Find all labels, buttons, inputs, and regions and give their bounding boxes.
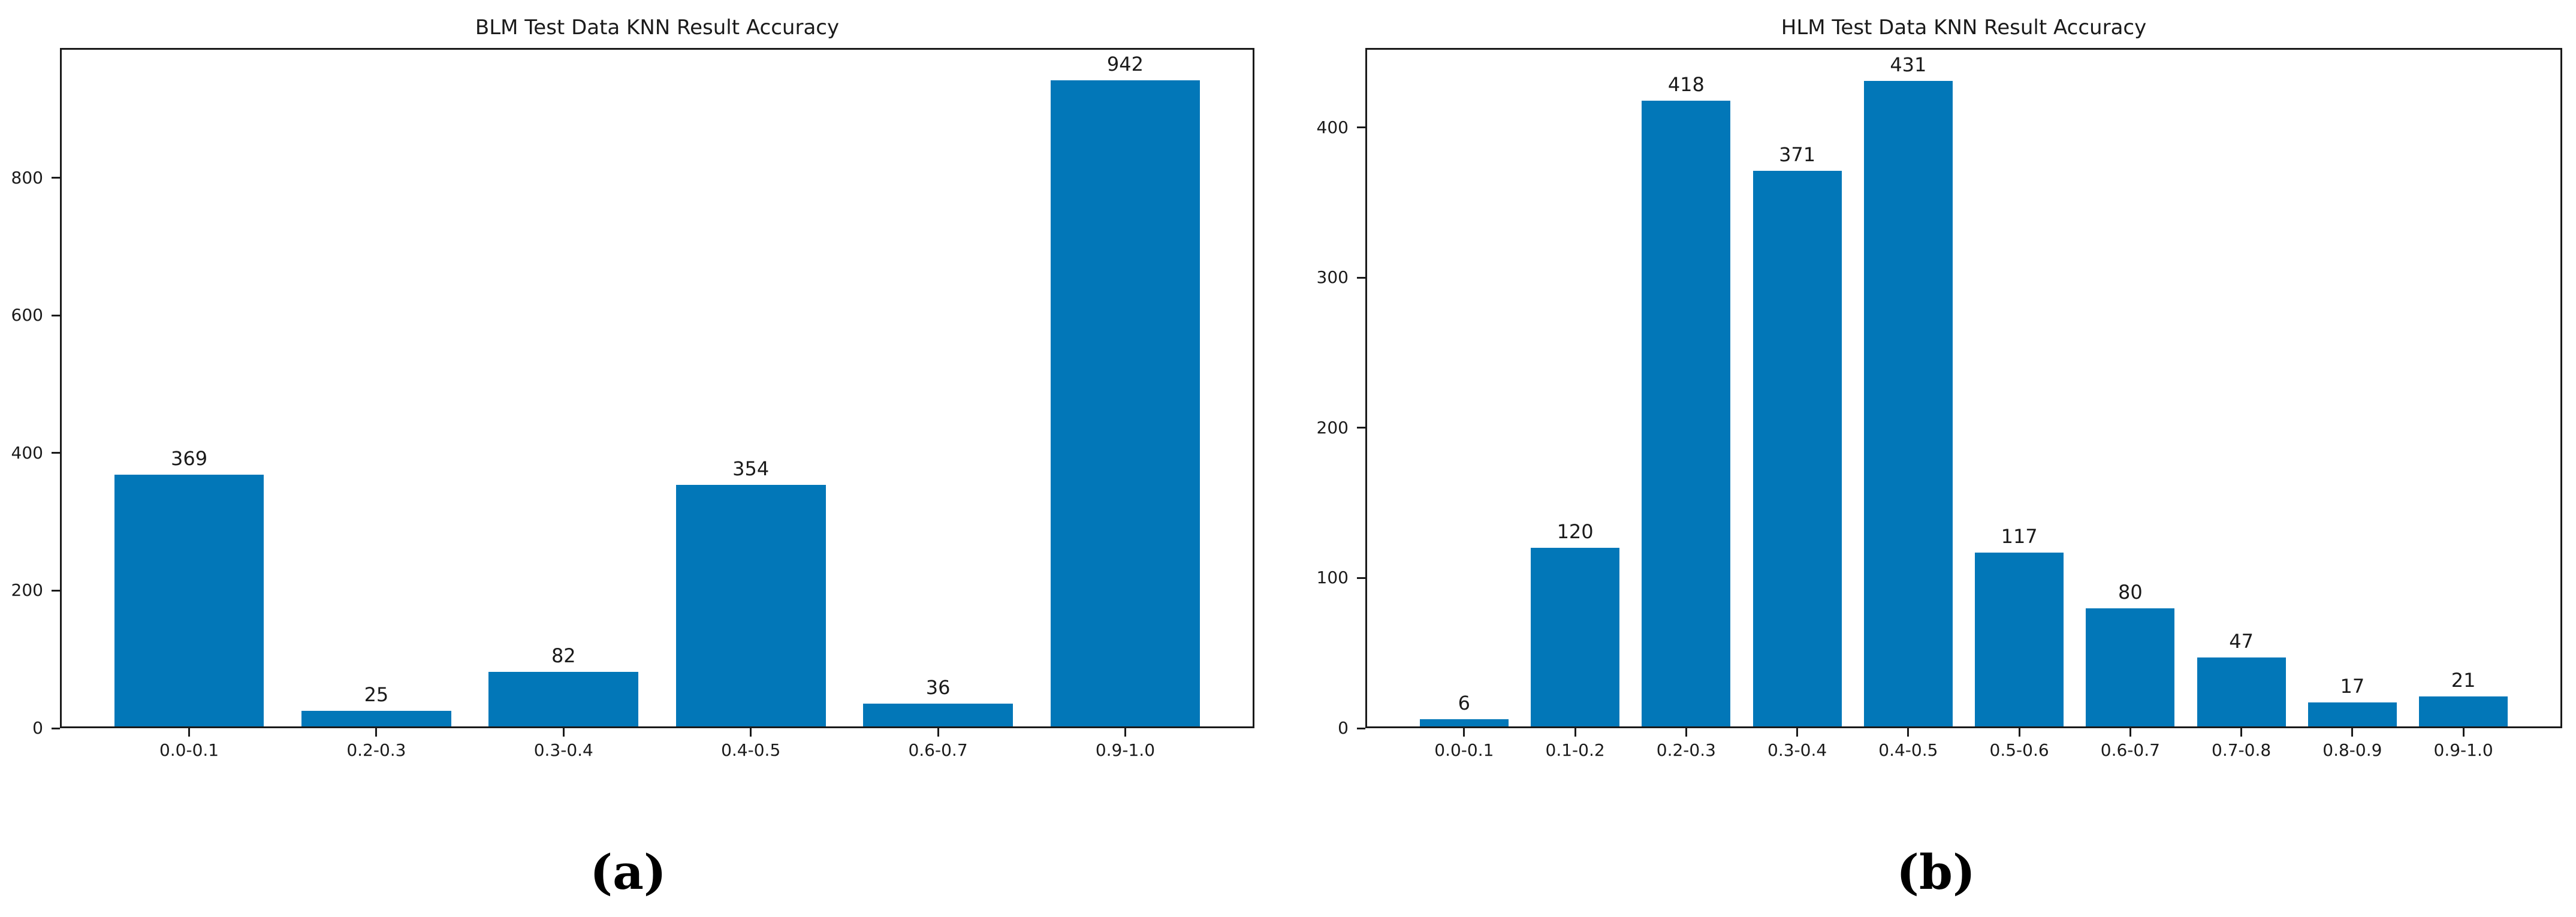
y-tick-mark [1357, 427, 1365, 429]
x-tick-mark [2240, 728, 2243, 737]
x-tick-label: 0.2-0.3 [1656, 740, 1716, 760]
bar-value-label: 942 [1106, 52, 1144, 76]
bar [1863, 81, 1953, 728]
bar [1975, 552, 2064, 728]
caption-b: (b) [1896, 844, 1975, 900]
x-tick-mark [562, 728, 565, 737]
spine-top [60, 48, 1254, 50]
bar [675, 484, 826, 728]
y-tick-label: 800 [11, 167, 43, 188]
x-tick-label: 0.7-0.8 [2212, 740, 2272, 760]
bar [1752, 171, 1842, 728]
spine-left [1365, 48, 1367, 728]
bar [1050, 80, 1200, 728]
chart-title: BLM Test Data KNN Result Accuracy [475, 16, 840, 40]
x-tick-label: 0.4-0.5 [721, 740, 781, 760]
x-tick-label: 0.6-0.7 [908, 740, 968, 760]
bar-value-label: 354 [732, 457, 770, 480]
y-tick-mark [52, 177, 60, 179]
spine-right [1253, 48, 1254, 728]
y-tick-mark [1357, 577, 1365, 579]
bar-value-label: 6 [1458, 691, 1471, 714]
spine-bottom [60, 726, 1254, 728]
bar-value-label: 82 [551, 644, 576, 667]
bar-value-label: 120 [1557, 520, 1594, 544]
spine-right [2560, 48, 2562, 728]
spine-top [1365, 48, 2562, 50]
x-tick-label: 0.3-0.4 [1767, 740, 1827, 760]
spine-bottom [1365, 726, 2562, 728]
x-tick-label: 0.3-0.4 [533, 740, 593, 760]
x-tick-mark [375, 728, 378, 737]
bar [1642, 100, 1731, 728]
bar-value-label: 117 [2001, 524, 2038, 548]
bar [488, 671, 639, 728]
y-tick-mark [52, 314, 60, 316]
y-tick-label: 200 [1316, 417, 1349, 438]
x-tick-label: 0.8-0.9 [2322, 740, 2382, 760]
x-tick-mark [188, 728, 191, 737]
x-tick-mark [1574, 728, 1576, 737]
bar-value-label: 25 [364, 683, 389, 707]
y-tick-mark [52, 589, 60, 592]
y-tick-label: 0 [32, 718, 43, 738]
bar [2197, 657, 2286, 728]
x-tick-label: 0.9-1.0 [1095, 740, 1156, 760]
bar [863, 703, 1013, 728]
bar [2419, 696, 2508, 728]
x-tick-mark [750, 728, 752, 737]
x-tick-label: 0.2-0.3 [346, 740, 406, 760]
y-tick-label: 400 [1316, 117, 1349, 137]
plot-area: 6 0.0-0.1 120 0.1-0.2 418 0.2-0.3 371 0.3-0.4 43… [1317, 48, 2562, 760]
y-tick-label: 300 [1316, 267, 1349, 288]
bar-value-label: 369 [170, 447, 208, 470]
bar [301, 711, 451, 728]
bar-value-label: 418 [1667, 73, 1705, 96]
bar [114, 474, 264, 728]
bar-value-label: 431 [1890, 53, 1927, 77]
y-tick-label: 100 [1316, 568, 1349, 588]
bar-value-label: 371 [1779, 143, 1816, 167]
x-tick-mark [1463, 728, 1465, 737]
y-tick-label: 400 [11, 442, 43, 463]
x-tick-mark [1685, 728, 1687, 737]
x-tick-mark [2351, 728, 2354, 737]
bar-value-label: 17 [2340, 675, 2365, 698]
spine-left [60, 48, 62, 728]
y-tick-mark [1357, 276, 1365, 279]
x-tick-mark [2018, 728, 2020, 737]
y-tick-mark [1357, 727, 1365, 729]
bar-value-label: 21 [2451, 669, 2476, 692]
bar [2086, 608, 2175, 728]
y-tick-label: 200 [11, 580, 43, 601]
y-tick-mark [52, 452, 60, 454]
bar-value-label: 47 [2229, 630, 2254, 653]
y-tick-label: 0 [1338, 718, 1349, 738]
x-tick-label: 0.0-0.1 [1434, 740, 1494, 760]
y-tick-label: 600 [11, 305, 43, 325]
x-tick-mark [1124, 728, 1126, 737]
x-tick-label: 0.6-0.7 [2100, 740, 2160, 760]
x-tick-label: 0.9-1.0 [2433, 740, 2493, 760]
x-tick-label: 0.0-0.1 [159, 740, 219, 760]
bar [2307, 702, 2397, 728]
x-tick-mark [2129, 728, 2131, 737]
bar-value-label: 36 [925, 675, 951, 699]
y-tick-mark [52, 727, 60, 729]
x-tick-label: 0.1-0.2 [1545, 740, 1605, 760]
x-tick-mark [2462, 728, 2465, 737]
bar [1531, 548, 1620, 728]
x-tick-label: 0.4-0.5 [1878, 740, 1938, 760]
caption-a: (a) [590, 844, 666, 900]
plot-area: 369 0.0-0.1 25 0.2-0.3 82 0.3-0.4 354 0.4-0.5 36… [11, 48, 1254, 760]
x-tick-label: 0.5-0.6 [1989, 740, 2049, 760]
bar [1419, 719, 1509, 728]
x-tick-mark [1907, 728, 1910, 737]
chart-title: HLM Test Data KNN Result Accuracy [1781, 16, 2147, 40]
x-tick-mark [937, 728, 939, 737]
bar-value-label: 80 [2118, 580, 2143, 604]
x-tick-mark [1796, 728, 1799, 737]
y-tick-mark [1357, 126, 1365, 129]
